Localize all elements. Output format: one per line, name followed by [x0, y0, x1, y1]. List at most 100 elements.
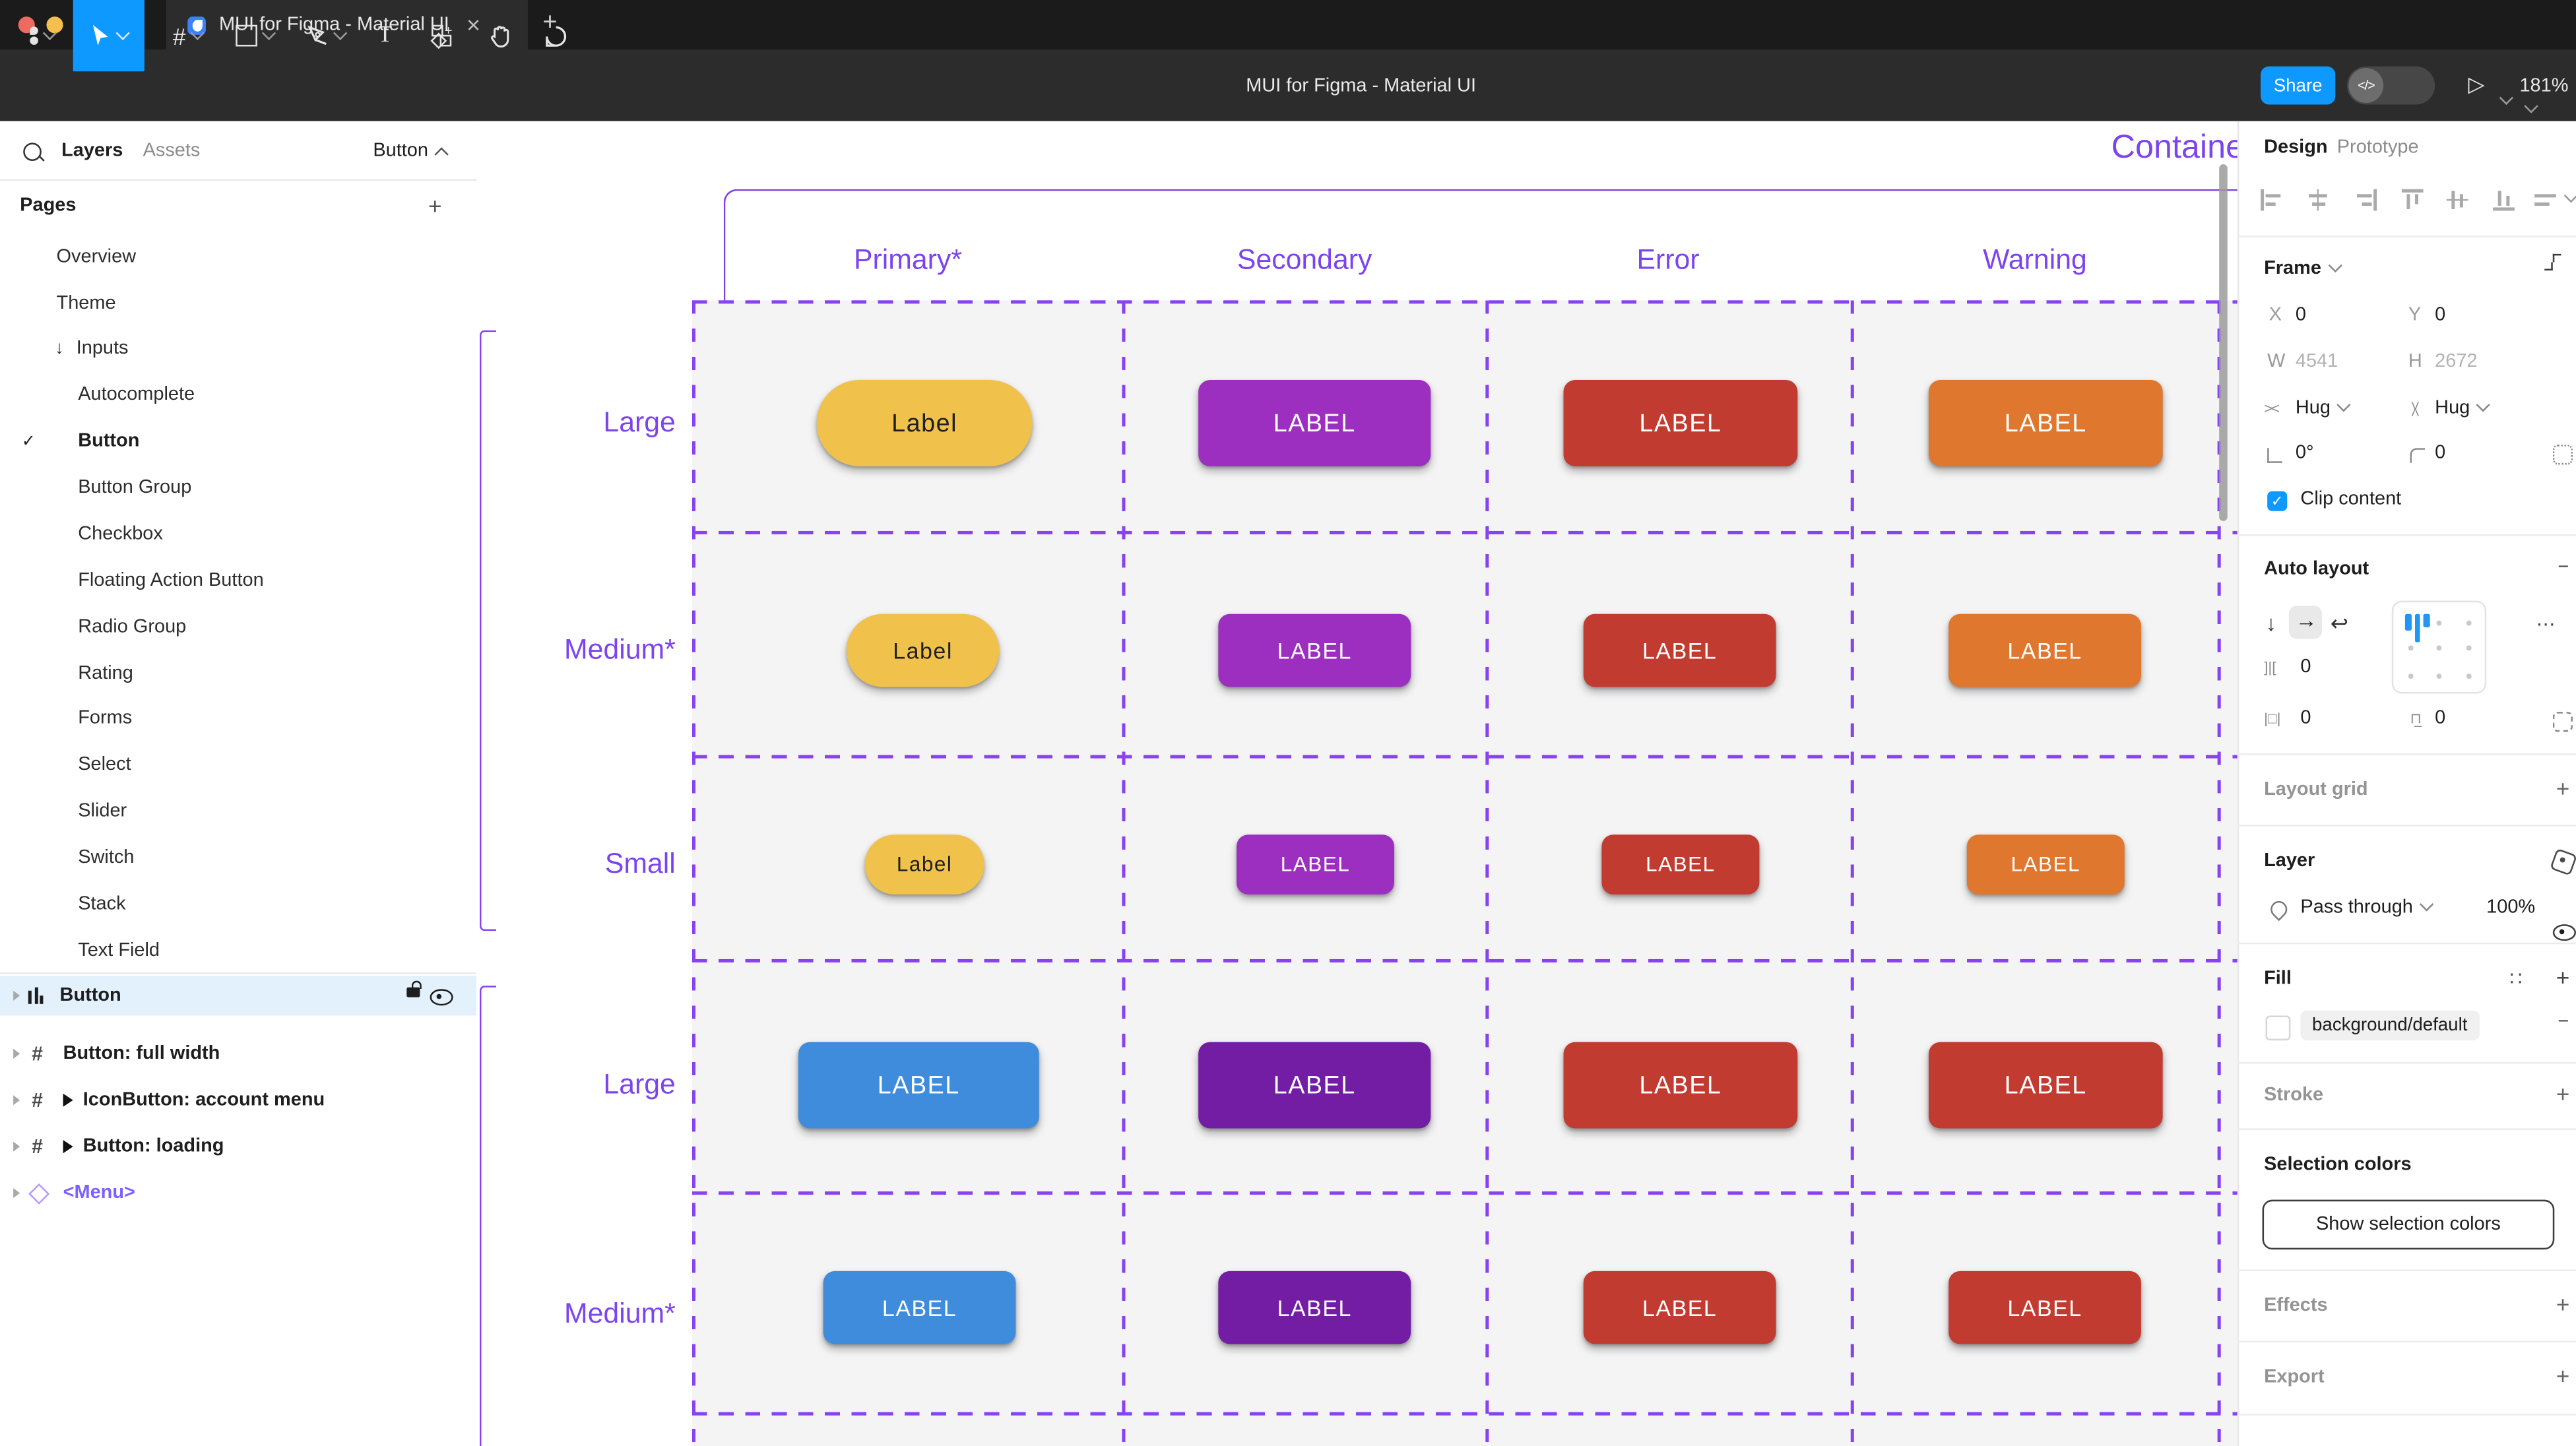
hand-tool-button[interactable]: [481, 0, 517, 71]
share-button[interactable]: Share: [2261, 66, 2336, 105]
x-value-field[interactable]: 0: [2295, 305, 2306, 326]
add-fill-button[interactable]: +: [2556, 964, 2570, 991]
align-horizontal-center-icon[interactable]: [2307, 189, 2329, 211]
y-value-field[interactable]: 0: [2435, 305, 2446, 326]
page-item-button-group[interactable]: Button Group: [78, 478, 192, 498]
button-secondary-medium[interactable]: LABEL: [1218, 613, 1411, 687]
canvas[interactable]: Contained Primary* Secondary Error Warni…: [476, 121, 2238, 1446]
button-primary-medium-contained[interactable]: LABEL: [823, 1271, 1016, 1344]
expand-chevron-icon[interactable]: [13, 1188, 20, 1199]
canvas-scrollbar[interactable]: [2219, 164, 2228, 521]
tab-close-icon[interactable]: ✕: [466, 15, 482, 36]
alignment-matrix[interactable]: [2391, 600, 2487, 694]
auto-layout-more-icon[interactable]: ⋯: [2536, 615, 2558, 636]
new-tab-button[interactable]: +: [542, 8, 558, 37]
add-page-button[interactable]: +: [428, 192, 442, 220]
gap-value-field[interactable]: 0: [2300, 657, 2311, 677]
independent-padding-icon[interactable]: [2552, 712, 2573, 732]
frame-tool-button[interactable]: #: [163, 0, 212, 71]
button-error-small[interactable]: LABEL: [1601, 834, 1760, 895]
button-warning-large[interactable]: LABEL: [1928, 380, 2163, 466]
page-item-inputs[interactable]: ↓ Inputs: [55, 338, 129, 359]
layer-item-menu-component[interactable]: <Menu>: [0, 1173, 476, 1212]
page-item-autocomplete[interactable]: Autocomplete: [78, 385, 195, 405]
vertical-padding-field[interactable]: 0: [2435, 708, 2446, 729]
expand-chevron-icon[interactable]: [13, 990, 20, 1001]
page-item-button[interactable]: ✓ Button: [21, 431, 140, 452]
page-item-forms[interactable]: Forms: [78, 708, 133, 729]
tab-layers[interactable]: Layers: [61, 141, 123, 161]
independent-corners-icon[interactable]: [2552, 445, 2573, 465]
button-secondary-medium-contained[interactable]: LABEL: [1218, 1271, 1411, 1344]
layer-visibility-eye-icon[interactable]: [2552, 924, 2576, 941]
page-item-stack[interactable]: Stack: [78, 894, 126, 915]
clip-content-checkbox[interactable]: ✓: [2267, 491, 2288, 511]
button-primary-medium[interactable]: Label: [846, 613, 1000, 687]
visibility-eye-icon[interactable]: [430, 989, 453, 1006]
button-error-medium[interactable]: LABEL: [1583, 613, 1776, 687]
fill-color-swatch[interactable]: [2265, 1015, 2291, 1041]
page-item-switch[interactable]: Switch: [78, 848, 135, 868]
button-primary-small[interactable]: Label: [864, 834, 984, 895]
page-item-radio-group[interactable]: Radio Group: [78, 617, 187, 637]
fill-styles-icon[interactable]: ∷: [2509, 967, 2523, 991]
layer-item-button-loading[interactable]: # Button: loading: [0, 1127, 476, 1166]
text-tool-button[interactable]: T: [377, 22, 393, 47]
layer-item-button[interactable]: Button: [0, 976, 476, 1016]
file-tab[interactable]: MUI for Figma - Material UI ✕: [166, 0, 528, 50]
actions-tool-button[interactable]: +: [423, 0, 459, 71]
expand-chevron-icon[interactable]: [13, 1141, 20, 1152]
opacity-value-field[interactable]: 100%: [2486, 897, 2536, 918]
present-button[interactable]: ▷: [2468, 71, 2485, 96]
horizontal-resize-dropdown[interactable]: Hug: [2296, 398, 2351, 418]
button-secondary-large-contained[interactable]: LABEL: [1198, 1042, 1431, 1129]
button-error-large[interactable]: LABEL: [1563, 380, 1798, 466]
page-item-rating[interactable]: Rating: [78, 664, 133, 684]
button-secondary-large[interactable]: LABEL: [1198, 380, 1431, 466]
page-item-overview[interactable]: Overview: [56, 247, 137, 267]
pen-tool-button[interactable]: [300, 0, 350, 71]
tab-assets[interactable]: Assets: [143, 141, 201, 161]
figma-menu-button[interactable]: [13, 0, 70, 71]
tab-prototype[interactable]: Prototype: [2336, 137, 2419, 158]
add-export-button[interactable]: +: [2556, 1362, 2570, 1389]
expand-chevron-icon[interactable]: [13, 1095, 20, 1106]
distribute-menu-icon[interactable]: [2534, 189, 2576, 211]
rotation-value-field[interactable]: 0°: [2295, 443, 2314, 463]
blend-mode-dropdown[interactable]: Pass through: [2300, 897, 2433, 918]
button-warning-small[interactable]: LABEL: [1966, 834, 2125, 895]
button-warning-large-contained[interactable]: LABEL: [1928, 1042, 2163, 1129]
search-icon[interactable]: [23, 142, 42, 160]
align-top-icon[interactable]: [2401, 189, 2424, 211]
button-warning-medium[interactable]: LABEL: [1948, 613, 2141, 687]
add-stroke-button[interactable]: +: [2556, 1080, 2570, 1107]
page-item-floating-action-button[interactable]: Floating Action Button: [78, 571, 264, 591]
page-item-theme[interactable]: Theme: [56, 294, 116, 314]
align-left-icon[interactable]: [2261, 189, 2282, 211]
width-value-field[interactable]: 4541: [2295, 352, 2338, 372]
button-secondary-small[interactable]: LABEL: [1237, 834, 1394, 895]
shape-tool-button[interactable]: [229, 0, 278, 71]
unlock-icon[interactable]: [406, 987, 420, 997]
align-right-icon[interactable]: [2355, 189, 2377, 211]
button-primary-large-contained[interactable]: LABEL: [798, 1042, 1039, 1129]
add-layout-grid-button[interactable]: +: [2556, 774, 2570, 802]
button-error-large-contained[interactable]: LABEL: [1563, 1042, 1798, 1129]
button-error-medium-contained[interactable]: LABEL: [1583, 1271, 1776, 1344]
align-bottom-icon[interactable]: [2493, 189, 2515, 211]
layer-item-button-full-width[interactable]: # Button: full width: [0, 1034, 476, 1073]
move-tool-button[interactable]: [73, 0, 145, 72]
vertical-resize-dropdown[interactable]: Hug: [2435, 398, 2491, 418]
add-effect-button[interactable]: +: [2556, 1291, 2570, 1318]
page-item-slider[interactable]: Slider: [78, 801, 127, 822]
fill-token-chip[interactable]: background/default: [2300, 1010, 2480, 1041]
remove-auto-layout-button[interactable]: −: [2558, 557, 2569, 578]
wrap-icon[interactable]: ↩: [2330, 610, 2349, 636]
horizontal-padding-field[interactable]: 0: [2300, 708, 2311, 729]
align-vertical-center-icon[interactable]: [2446, 189, 2468, 211]
traffic-minimize-button[interactable]: [46, 16, 63, 34]
page-item-select[interactable]: Select: [78, 755, 131, 775]
direction-vertical-icon[interactable]: ↓: [2265, 610, 2276, 636]
frame-section-header[interactable]: Frame: [2264, 258, 2342, 279]
expand-chevron-icon[interactable]: [13, 1048, 20, 1059]
